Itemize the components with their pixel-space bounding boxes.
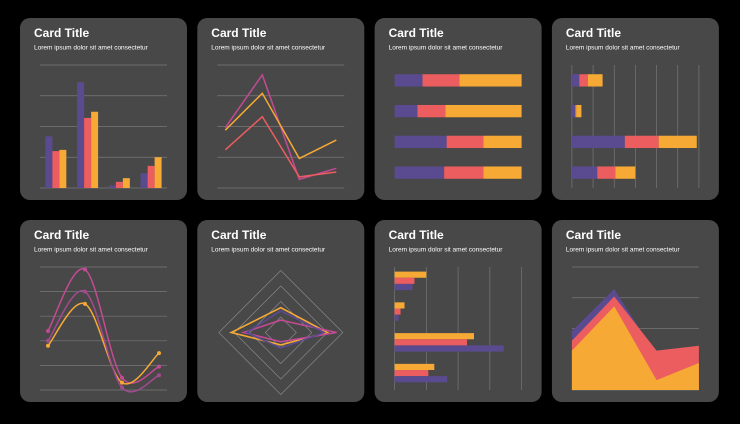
marker — [120, 375, 124, 380]
line — [47, 290, 160, 393]
area — [571, 306, 699, 390]
card-title: Card Title — [389, 228, 444, 242]
bar — [154, 157, 162, 188]
bar — [597, 166, 616, 179]
marker — [157, 373, 161, 378]
card-subtitle: Lorem ipsum dolor sit amet consectetur — [566, 247, 681, 254]
card-subtitle: Lorem ipsum dolor sit amet consectetur — [389, 45, 504, 52]
card-title: Card Title — [566, 26, 621, 40]
grid-ring — [249, 301, 313, 364]
bar — [394, 363, 435, 371]
bar — [422, 74, 460, 87]
marker — [83, 301, 87, 306]
bar — [444, 166, 484, 179]
card-title: Card Title — [566, 228, 621, 242]
bar — [91, 111, 99, 188]
bar — [394, 308, 401, 315]
bar — [394, 345, 504, 352]
bar — [587, 74, 603, 87]
bar — [571, 166, 598, 179]
bar — [394, 314, 399, 321]
bar — [446, 135, 484, 149]
bar — [147, 165, 155, 188]
bar — [417, 104, 446, 118]
bar — [59, 149, 67, 188]
bar — [394, 277, 415, 284]
marker — [46, 343, 50, 348]
marker — [46, 338, 50, 343]
card-subtitle: Lorem ipsum dolor sit amet consectetur — [211, 45, 326, 52]
bar — [77, 82, 85, 188]
bar — [658, 135, 697, 149]
bar — [394, 376, 448, 383]
bar — [459, 74, 522, 87]
radar-shape — [245, 309, 327, 349]
marker — [83, 289, 87, 294]
bar — [483, 135, 522, 149]
line — [47, 302, 160, 385]
bar — [394, 135, 447, 149]
bar — [140, 173, 148, 188]
card-title: Card Title — [211, 228, 266, 242]
card-subtitle: Lorem ipsum dolor sit amet consectetur — [566, 45, 681, 52]
bar — [394, 104, 418, 118]
bar — [394, 333, 474, 340]
bar — [571, 74, 580, 87]
radar-shape — [240, 319, 337, 343]
line — [224, 92, 337, 160]
card-title: Card Title — [34, 228, 89, 242]
bar — [576, 104, 582, 118]
bar — [394, 283, 413, 291]
bar — [45, 136, 53, 188]
grid-ring — [218, 270, 344, 395]
bar — [615, 166, 636, 179]
marker — [120, 385, 124, 390]
bar — [394, 166, 445, 179]
card-subtitle: Lorem ipsum dolor sit amet consectetur — [389, 247, 504, 254]
line — [224, 115, 337, 178]
marker — [157, 364, 161, 369]
bar — [84, 117, 92, 188]
bar — [52, 151, 60, 188]
card-title: Card Title — [34, 26, 89, 40]
bar — [108, 185, 116, 188]
card — [197, 18, 365, 200]
bar — [122, 178, 130, 188]
bar — [394, 339, 468, 346]
bar — [394, 302, 405, 309]
card-subtitle: Lorem ipsum dolor sit amet consectetur — [34, 247, 149, 254]
bar — [571, 104, 576, 118]
marker — [83, 267, 87, 272]
bar — [445, 104, 522, 118]
radar-shape — [228, 306, 330, 346]
grid-ring — [233, 285, 328, 380]
line — [47, 268, 160, 384]
card-subtitle: Lorem ipsum dolor sit amet consectetur — [211, 247, 326, 254]
bar — [483, 166, 522, 179]
card — [20, 220, 187, 402]
bar — [624, 135, 659, 149]
card-title: Card Title — [211, 26, 266, 40]
bar — [394, 271, 427, 278]
marker — [120, 380, 124, 385]
bar — [571, 135, 625, 149]
marker — [46, 328, 50, 333]
card-subtitle: Lorem ipsum dolor sit amet consectetur — [34, 45, 149, 52]
card-title: Card Title — [389, 26, 444, 40]
bar — [394, 74, 423, 87]
bar — [575, 104, 577, 118]
bar — [579, 74, 588, 87]
bar — [394, 370, 429, 377]
marker — [157, 351, 161, 356]
bar — [115, 181, 123, 188]
